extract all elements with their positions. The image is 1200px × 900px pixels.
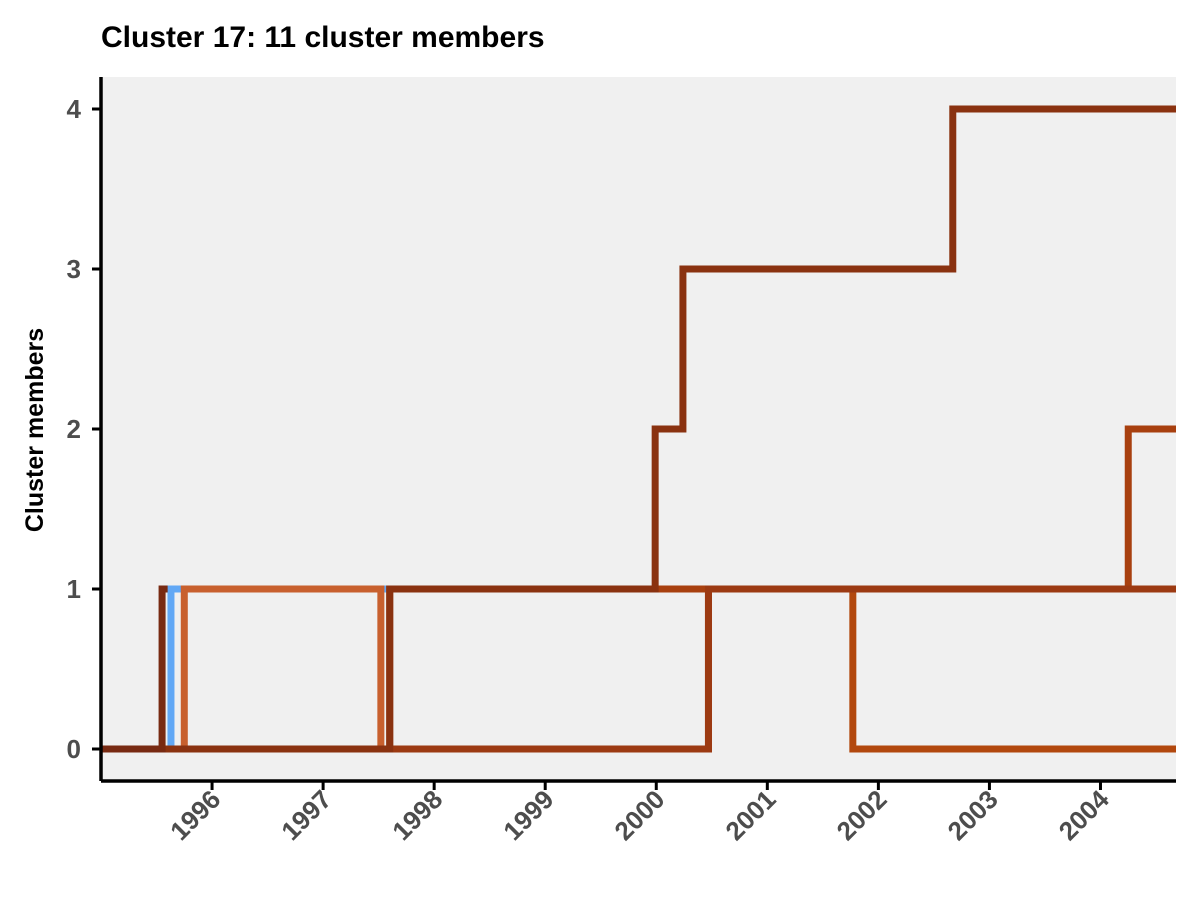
y-axis-label: Cluster members: [21, 328, 49, 532]
series-line-6: [101, 105, 1176, 753]
y-tick-label: 1: [67, 574, 81, 604]
x-tick-label: 2003: [942, 784, 1004, 846]
x-tick-label: 1996: [164, 784, 226, 846]
chart-title: Cluster 17: 11 cluster members: [101, 21, 545, 54]
x-tick-label: 2004: [1053, 784, 1115, 846]
y-tick-label: 4: [67, 94, 82, 124]
x-tick-label: 1999: [497, 784, 559, 846]
series-line-7: [101, 585, 168, 753]
series-layer: [101, 105, 1176, 753]
y-tick-label: 0: [67, 734, 81, 764]
x-tick-label: 2002: [831, 784, 893, 846]
plot-panel: [101, 77, 1176, 781]
x-tick-label: 1998: [386, 784, 448, 846]
y-tick-label: 3: [67, 254, 81, 284]
x-tick-label: 2001: [719, 784, 781, 846]
series-line-5: [101, 585, 1176, 753]
y-tick-label: 2: [67, 414, 81, 444]
x-tick-label: 1997: [275, 784, 337, 846]
x-tick-label: 2000: [608, 784, 670, 846]
